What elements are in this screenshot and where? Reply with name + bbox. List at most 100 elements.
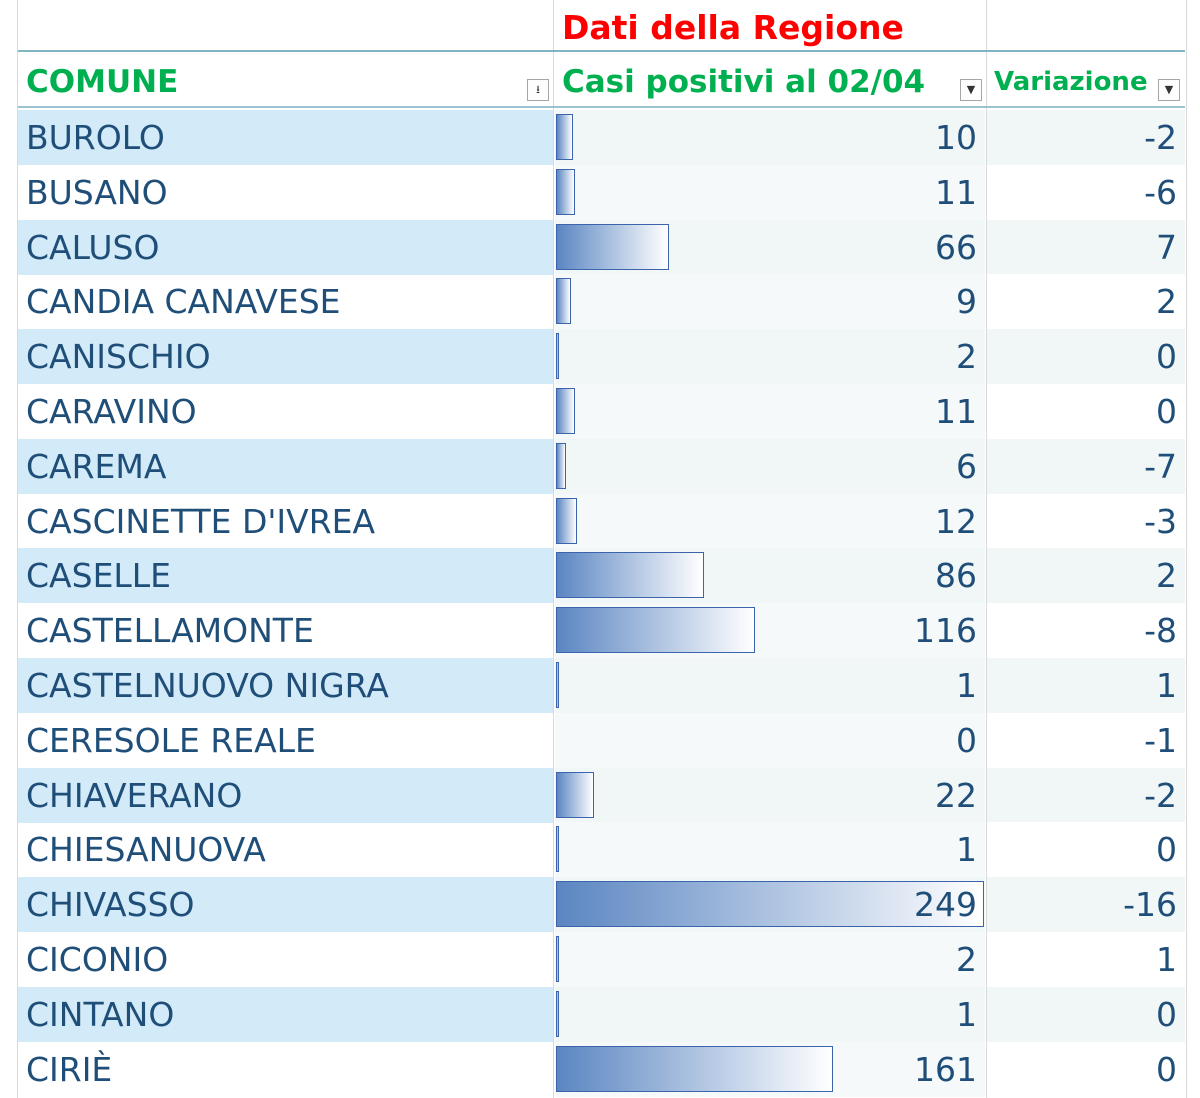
gridline <box>17 0 18 1098</box>
cell-comune[interactable]: CASTELLAMONTE <box>26 611 314 651</box>
cell-casi-value: 86 <box>935 556 977 596</box>
cell-comune[interactable]: CERESOLE REALE <box>26 720 316 760</box>
cell-casi[interactable]: 10 <box>555 110 985 165</box>
cell-casi-value: 11 <box>935 172 977 212</box>
filter-dropdown-icon[interactable]: ▼ <box>1158 79 1180 101</box>
data-bar <box>556 1045 833 1092</box>
data-bar <box>556 168 575 215</box>
cell-casi[interactable]: 1 <box>555 658 985 713</box>
cell-variazione[interactable]: -1 <box>987 712 1185 768</box>
cell-casi[interactable]: 66 <box>555 219 985 275</box>
cell-variazione[interactable]: -2 <box>987 767 1185 823</box>
cell-comune[interactable]: CASCINETTE D'IVREA <box>26 501 376 541</box>
column-header-variazione[interactable]: Variazione <box>994 67 1148 97</box>
cell-variazione[interactable]: 1 <box>987 932 1185 987</box>
table-row[interactable]: CHIVASSO 249 -16 <box>0 877 1200 933</box>
cell-casi[interactable]: 11 <box>555 164 985 220</box>
filter-dropdown-icon[interactable]: ▼ <box>960 79 982 101</box>
cell-casi[interactable]: 22 <box>555 767 985 823</box>
cell-variazione[interactable]: -3 <box>987 493 1185 549</box>
cell-casi[interactable]: 2 <box>555 932 985 987</box>
table-row[interactable]: CARAVINO 11 0 <box>0 384 1200 439</box>
cell-comune[interactable]: CHIAVERANO <box>18 767 553 823</box>
data-bar <box>556 826 559 873</box>
table-row[interactable]: CANDIA CANAVESE 9 2 <box>0 274 1200 330</box>
cell-casi[interactable]: 12 <box>555 493 985 549</box>
cell-casi-value: 1 <box>956 994 977 1034</box>
table-row[interactable]: CALUSO 66 7 <box>0 219 1200 275</box>
cell-comune[interactable]: CARAVINO <box>26 392 197 431</box>
cell-comune[interactable]: CANDIA CANAVESE <box>26 282 341 322</box>
cell-casi[interactable]: 116 <box>555 603 985 659</box>
cell-comune[interactable]: BUSANO <box>26 172 168 212</box>
cell-casi[interactable]: 0 <box>555 712 985 768</box>
cell-comune[interactable]: BUROLO <box>18 110 553 165</box>
cell-variazione[interactable]: 2 <box>987 548 1185 604</box>
cell-variazione[interactable]: 0 <box>987 384 1185 439</box>
cell-comune[interactable]: CHIVASSO <box>18 877 553 933</box>
cell-variazione[interactable]: 7 <box>987 219 1185 275</box>
gridline <box>553 0 554 1098</box>
cell-casi[interactable]: 2 <box>555 329 985 385</box>
column-header-comune[interactable]: COMUNE <box>26 64 179 100</box>
data-bar <box>556 936 559 982</box>
table-row[interactable]: CASCINETTE D'IVREA 12 -3 <box>0 493 1200 549</box>
cell-comune[interactable]: CAREMA <box>18 438 553 494</box>
cell-casi[interactable]: 6 <box>555 438 985 494</box>
table-row[interactable]: BUSANO 11 -6 <box>0 164 1200 220</box>
cell-casi[interactable]: 11 <box>555 384 985 439</box>
table-row[interactable]: CERESOLE REALE 0 -1 <box>0 712 1200 768</box>
table-row[interactable]: CASELLE 86 2 <box>0 548 1200 604</box>
cell-variazione[interactable]: -7 <box>987 438 1185 494</box>
cell-comune[interactable]: CASTELNUOVO NIGRA <box>18 658 553 713</box>
cell-comune[interactable]: CICONIO <box>26 940 169 979</box>
cell-casi-value: 11 <box>935 392 977 431</box>
cell-casi[interactable]: 9 <box>555 274 985 330</box>
cell-variazione[interactable]: 1 <box>987 658 1185 713</box>
data-bar <box>556 333 559 380</box>
table-row[interactable]: CIRIÈ 161 0 <box>0 1041 1200 1097</box>
cell-casi[interactable]: 249 <box>555 877 985 933</box>
data-bar <box>556 388 575 434</box>
cell-comune[interactable]: CASELLE <box>18 548 553 604</box>
data-bar <box>556 223 669 270</box>
column-header-casi[interactable]: Casi positivi al 02/04 <box>562 64 926 100</box>
table-row[interactable]: CHIESANUOVA 1 0 <box>0 822 1200 878</box>
table-row[interactable]: CICONIO 2 1 <box>0 932 1200 987</box>
gridline <box>1186 0 1187 1098</box>
cell-variazione[interactable]: -16 <box>987 877 1185 933</box>
table-row[interactable]: BUROLO 10 -2 <box>0 110 1200 165</box>
sort-filter-icon[interactable]: ⭳ <box>527 79 549 101</box>
table-row[interactable]: CHIAVERANO 22 -2 <box>0 767 1200 823</box>
cell-comune[interactable]: CANISCHIO <box>18 329 553 385</box>
cell-variazione[interactable]: -2 <box>987 110 1185 165</box>
cell-casi[interactable]: 1 <box>555 986 985 1042</box>
cell-casi[interactable]: 161 <box>555 1041 985 1097</box>
header-divider <box>18 50 1185 52</box>
table-row[interactable]: CAREMA 6 -7 <box>0 438 1200 494</box>
table-row[interactable]: CASTELNUOVO NIGRA 1 1 <box>0 658 1200 713</box>
cell-variazione[interactable]: 0 <box>987 1041 1185 1097</box>
cell-comune[interactable]: CIRIÈ <box>26 1049 113 1089</box>
cell-variazione[interactable]: 0 <box>987 822 1185 878</box>
table-row[interactable]: CANISCHIO 2 0 <box>0 329 1200 385</box>
cell-variazione[interactable]: -6 <box>987 164 1185 220</box>
cell-casi-value: 22 <box>935 775 977 815</box>
cell-comune[interactable]: CALUSO <box>18 219 553 275</box>
cell-variazione[interactable]: 0 <box>987 329 1185 385</box>
table-row[interactable]: CINTANO 1 0 <box>0 986 1200 1042</box>
cell-casi-value: 12 <box>935 501 977 541</box>
cell-variazione[interactable]: 2 <box>987 274 1185 330</box>
cell-comune[interactable]: CINTANO <box>18 986 553 1042</box>
data-bar <box>556 771 594 818</box>
data-bar <box>556 662 559 708</box>
cell-casi-value: 1 <box>956 666 977 705</box>
cell-comune[interactable]: CHIESANUOVA <box>26 830 266 870</box>
cell-variazione[interactable]: -8 <box>987 603 1185 659</box>
table-row[interactable]: CASTELLAMONTE 116 -8 <box>0 603 1200 659</box>
cell-casi-value: 9 <box>956 282 977 322</box>
cell-casi[interactable]: 86 <box>555 548 985 604</box>
cell-casi[interactable]: 1 <box>555 822 985 878</box>
cell-variazione[interactable]: 0 <box>987 986 1185 1042</box>
